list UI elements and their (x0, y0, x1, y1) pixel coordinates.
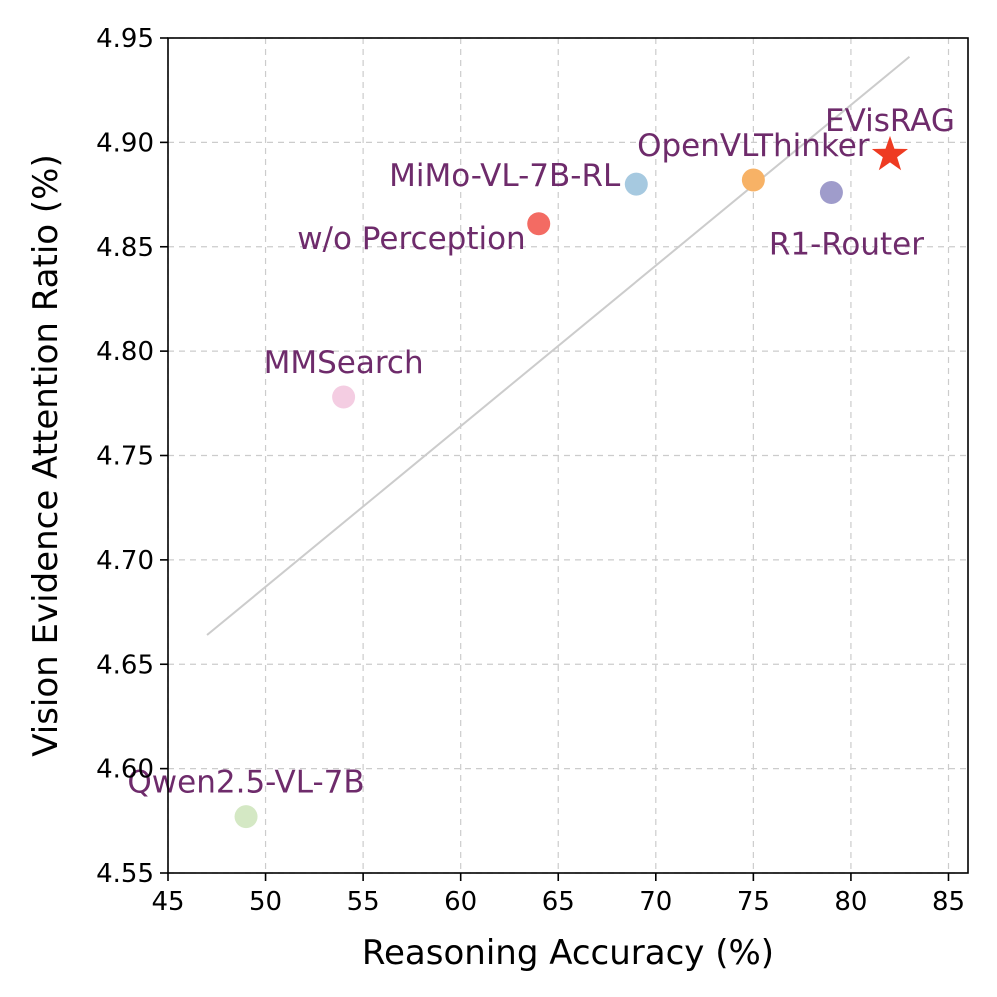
data-points (234, 135, 908, 829)
x-tick-label: 75 (737, 887, 770, 917)
point-label: MMSearch (264, 345, 424, 381)
y-tick-label: 4.90 (96, 128, 154, 158)
point-label: R1-Router (769, 226, 924, 262)
y-tick-label: 4.75 (96, 442, 154, 472)
y-tick-label: 4.55 (96, 859, 154, 889)
x-axis-title: Reasoning Accuracy (%) (362, 933, 774, 973)
point-label: OpenVLThinker (637, 128, 870, 164)
x-tick-label: 65 (542, 887, 575, 917)
point-label: w/o Perception (297, 221, 526, 257)
x-tick-label: 60 (444, 887, 477, 917)
y-tick-label: 4.85 (96, 233, 154, 263)
x-tick-label: 80 (834, 887, 867, 917)
y-tick-label: 4.95 (96, 24, 154, 54)
x-tick-label: 70 (639, 887, 672, 917)
y-tick-label: 4.80 (96, 337, 154, 367)
data-point (527, 212, 551, 236)
data-point (234, 805, 258, 829)
point-label: Qwen2.5-VL-7B (127, 765, 364, 801)
y-tick-label: 4.60 (96, 755, 154, 785)
data-point (624, 172, 648, 196)
y-tick-label: 4.70 (96, 546, 154, 576)
x-tick-label: 45 (151, 887, 184, 917)
x-tick-label: 55 (347, 887, 380, 917)
data-point-star (871, 135, 908, 171)
point-label: EVisRAG (825, 103, 955, 139)
trend-line (206, 56, 911, 636)
x-tick-label: 85 (932, 887, 965, 917)
y-axis-title: Vision Evidence Attention Ratio (%) (26, 154, 66, 756)
data-point (819, 180, 843, 204)
point-labels: Qwen2.5-VL-7B MMSearch w/o Perception MiMo-… (127, 103, 954, 801)
data-point (332, 385, 356, 409)
y-tick-label: 4.65 (96, 650, 154, 680)
x-tick-label: 50 (249, 887, 282, 917)
point-label: MiMo-VL-7B-RL (389, 158, 621, 194)
data-point (741, 168, 765, 192)
axis-ticks: 45 50 55 60 65 70 75 80 85 4.55 4.60 4.65 4.70 4.75 4.… (96, 24, 965, 917)
